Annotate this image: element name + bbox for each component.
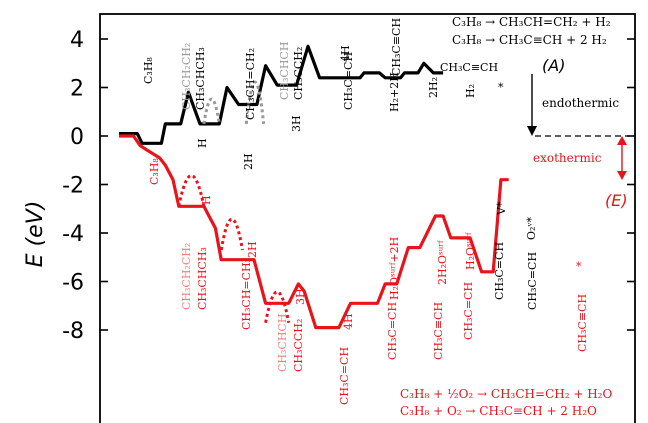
y-tick-label: 4: [70, 28, 84, 53]
y-tick-label: -8: [62, 319, 84, 344]
label-e-step-6: 2H₂Oˢᵘʳᶠ: [436, 240, 449, 285]
label-e-step-5: H₂Oˢᵘʳᶠ+2H: [388, 237, 401, 300]
label-a-step-3: 3H: [290, 115, 303, 132]
label-e-step-7: H₂Oˢᵘʳᶠ: [464, 232, 477, 270]
label-a-species-2: CH₃CH=CH₂: [244, 48, 257, 120]
label-a-step-1: H: [196, 138, 209, 148]
alt-barrier-e: [219, 217, 244, 251]
label-e-species-11: CH₃C≡CH: [576, 294, 589, 352]
label-a-step-0: C₃H₈: [142, 57, 155, 84]
label-e-species-9: CH₃C=CH: [493, 242, 506, 300]
label-e-step-3: 3H: [294, 288, 307, 305]
plot-frame: [99, 13, 636, 423]
series-line-e: [119, 134, 509, 330]
label-e-step-0: C₃H₈: [148, 158, 161, 185]
alt-barrier-a: [202, 97, 221, 125]
reaction-e-2: C₃H₈ + O₂ → CH₃C≡CH + 2 H₂O: [400, 404, 597, 418]
label-e-step-10: *: [576, 260, 582, 273]
endothermic-label: endothermic: [542, 96, 619, 110]
y-tick-label: 0: [70, 125, 84, 150]
exothermic-arrow-up: [617, 136, 627, 145]
label-a-species-7: CH₃C≡CH: [440, 61, 498, 74]
label-e-step-4: 4H: [342, 313, 355, 330]
curves: [119, 44, 509, 330]
label-a-species-4: CH₃CCH₂: [292, 47, 305, 100]
label-e-species-6: CH₃C=CH: [386, 302, 399, 360]
series-line-a: [119, 44, 444, 145]
reaction-e-1: C₃H₈ + ½O₂ → CH₃CH=CH₂ + H₂O: [400, 387, 612, 401]
label-a-step-8: *: [498, 81, 504, 94]
label-a-species-0: CH₃CH₂CH₂: [180, 43, 193, 110]
label-e-species-8: CH₃C=CH: [462, 282, 475, 340]
label-e-species-4: CH₃CCH₂: [292, 319, 305, 372]
series-label-a: (A): [542, 56, 565, 75]
label-e-species-5: CH₃C=CH: [338, 347, 351, 405]
label-e-step-8: V*: [495, 201, 508, 216]
label-e-species-3: CH₃CHCH: [276, 314, 289, 372]
label-a-step-5: H₂+2H: [388, 72, 401, 112]
label-e-step-2: 2H: [246, 241, 259, 258]
y-tick-label: -6: [62, 271, 84, 296]
label-a-step-7: H₂: [464, 84, 477, 98]
label-a-species-3: CH₃CHCH: [278, 42, 291, 100]
label-e-step-9: O₂ᵛ*: [525, 216, 538, 240]
y-tick-label: -4: [62, 222, 84, 247]
label-e-species-2: CH₃CH=CH₂: [240, 258, 253, 330]
y-axis-label: E (eV): [23, 201, 48, 268]
y-tick-label: 2: [70, 77, 84, 102]
reaction-a-2: C₃H₈ → CH₃C≡CH + 2 H₂: [452, 33, 607, 47]
label-a-species-5: CH₃C=CH: [342, 52, 355, 110]
label-a-step-4: 4H: [339, 45, 352, 62]
series-label-e: (E): [605, 191, 628, 210]
label-e-species-0: CH₃CH₂CH₂: [180, 243, 193, 310]
label-a-step-2: 2H: [242, 153, 255, 170]
label-e-species-7: CH₃C≡CH: [432, 302, 445, 360]
exothermic-label: exothermic: [533, 151, 602, 165]
label-a-species-1: CH₃CHCH₃: [194, 47, 207, 110]
y-ticks: 4 2 0 -2 -4 -6 -8: [62, 28, 635, 344]
label-e-species-1: CH₃CHCH₃: [196, 247, 209, 310]
label-e-species-10: CH₃C=CH: [526, 252, 539, 310]
label-a-step-6: 2H₂: [427, 77, 440, 98]
label-a-species-6: CH₃C≡CH: [390, 18, 403, 76]
exothermic-arrow-down: [617, 171, 627, 180]
endothermic-arrow-head: [527, 126, 537, 136]
label-e-step-1: H: [200, 195, 213, 205]
alt-barrier-e: [264, 290, 291, 324]
reaction-a-1: C₃H₈ → CH₃CH=CH₂ + H₂: [452, 15, 611, 29]
y-tick-label: -2: [62, 174, 84, 199]
alt-barrier-a: [244, 80, 266, 125]
